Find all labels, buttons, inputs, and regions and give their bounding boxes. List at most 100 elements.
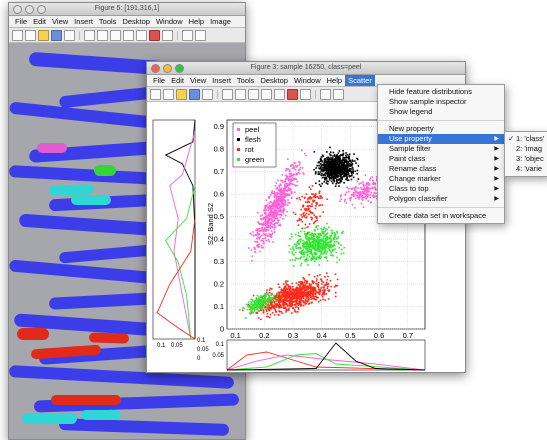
peel-point bbox=[367, 200, 370, 202]
datacursor-icon[interactable] bbox=[149, 29, 160, 41]
rot-point bbox=[319, 195, 322, 197]
menu-scatter[interactable]: Scatter bbox=[345, 75, 375, 86]
flesh-point bbox=[326, 175, 329, 178]
rotate-icon[interactable] bbox=[136, 29, 147, 41]
menu-insert[interactable]: Insert bbox=[212, 76, 231, 85]
peel-point bbox=[345, 202, 348, 204]
peel-point bbox=[270, 205, 272, 208]
rot-point bbox=[302, 300, 304, 302]
flesh-point bbox=[346, 179, 349, 182]
flesh-point bbox=[348, 170, 351, 172]
colorbar-icon[interactable] bbox=[320, 88, 331, 100]
menu-item-hide-feature-distributions[interactable]: Hide feature distributions bbox=[378, 87, 504, 97]
menu-tools[interactable]: Tools bbox=[98, 17, 117, 26]
menu-item-paint-class[interactable]: Paint class ▶ bbox=[378, 154, 504, 164]
menu-item-use-property[interactable]: Use property ▶ bbox=[378, 134, 504, 144]
figure3-titlebar[interactable]: Figure 3: sample 16250, class=peel bbox=[147, 62, 465, 75]
property-item[interactable]: 2: 'imag bbox=[505, 144, 547, 154]
zoom-light-icon[interactable] bbox=[37, 5, 46, 14]
close-light-icon[interactable] bbox=[151, 64, 160, 73]
green-point bbox=[268, 296, 270, 299]
rot-point bbox=[318, 293, 321, 295]
rot-point bbox=[317, 288, 320, 291]
minimize-light-icon[interactable] bbox=[25, 5, 34, 14]
menu-item-class-to-top[interactable]: Class to top ▶ bbox=[378, 184, 504, 194]
menu-edit[interactable]: Edit bbox=[33, 17, 47, 26]
rotate-icon[interactable] bbox=[274, 88, 285, 100]
zoom-light-icon[interactable] bbox=[175, 64, 184, 73]
figure5-titlebar[interactable]: Figure 5: [191,316,1] bbox=[9, 3, 245, 16]
menu-view[interactable]: View bbox=[52, 17, 69, 26]
flesh-point bbox=[346, 153, 349, 156]
rot-point bbox=[304, 280, 307, 282]
print-icon[interactable] bbox=[202, 88, 213, 100]
rot-point bbox=[316, 278, 318, 280]
legend-icon[interactable] bbox=[195, 29, 206, 41]
pointer-icon[interactable] bbox=[222, 88, 233, 100]
pan-icon[interactable] bbox=[261, 88, 272, 100]
rot-point bbox=[287, 291, 290, 293]
menu-window[interactable]: Window bbox=[293, 76, 321, 85]
print-icon[interactable] bbox=[64, 29, 75, 41]
brush-icon[interactable] bbox=[162, 29, 173, 41]
open-file-icon[interactable] bbox=[176, 88, 187, 100]
peel-point bbox=[263, 228, 266, 231]
flesh-point bbox=[326, 164, 329, 166]
legend-icon[interactable] bbox=[333, 88, 344, 100]
menu-edit[interactable]: Edit bbox=[171, 76, 185, 85]
menu-item-new-property[interactable]: New property bbox=[378, 124, 504, 134]
datacursor-icon[interactable] bbox=[287, 88, 298, 100]
menu-item-polygon-classifier[interactable]: Polygon classifier ▶ bbox=[378, 194, 504, 204]
menu-image[interactable]: Image bbox=[210, 17, 231, 26]
menu-help[interactable]: Help bbox=[188, 17, 205, 26]
menu-help[interactable]: Help bbox=[326, 76, 343, 85]
menu-item-show-sample-inspector[interactable]: Show sample inspector bbox=[378, 97, 504, 107]
open-file-icon[interactable] bbox=[38, 29, 49, 41]
menu-file[interactable]: File bbox=[15, 17, 28, 26]
menu-item-change-marker[interactable]: Change marker ▶ bbox=[378, 174, 504, 184]
peel-point bbox=[265, 223, 267, 226]
zoom-in-icon[interactable] bbox=[235, 88, 246, 100]
menu-desktop[interactable]: Desktop bbox=[122, 17, 150, 26]
save-icon[interactable] bbox=[51, 29, 62, 41]
rot-point bbox=[305, 302, 308, 305]
new-figure-icon[interactable] bbox=[25, 29, 36, 41]
pan-icon[interactable] bbox=[123, 29, 134, 41]
zoom-out-icon[interactable] bbox=[248, 88, 259, 100]
minimize-light-icon[interactable] bbox=[163, 64, 172, 73]
save-icon[interactable] bbox=[189, 88, 200, 100]
new-figure-icon[interactable] bbox=[163, 88, 174, 100]
rot-point bbox=[324, 276, 326, 278]
green-point bbox=[305, 248, 307, 250]
property-item[interactable]: 4: 'varie bbox=[505, 164, 547, 174]
menu-file[interactable]: File bbox=[153, 76, 166, 85]
menu-window[interactable]: Window bbox=[155, 17, 183, 26]
menu-view[interactable]: View bbox=[190, 76, 207, 85]
brush-icon[interactable] bbox=[300, 88, 311, 100]
menu-item-create-data-set-in-workspace[interactable]: Create data set in workspace bbox=[378, 211, 504, 221]
zoom-in-icon[interactable] bbox=[97, 29, 108, 41]
colorbar-icon[interactable] bbox=[182, 29, 193, 41]
arrow-tool-icon[interactable] bbox=[150, 88, 161, 100]
rot-point bbox=[294, 294, 297, 297]
menu-desktop[interactable]: Desktop bbox=[260, 76, 288, 85]
close-light-icon[interactable] bbox=[13, 5, 22, 14]
peel-point bbox=[286, 175, 288, 177]
property-item[interactable]: 3: 'objec bbox=[505, 154, 547, 164]
menu-item-show-legend[interactable]: Show legend bbox=[378, 107, 504, 117]
rot-point bbox=[256, 311, 258, 314]
pointer-icon[interactable] bbox=[84, 29, 95, 41]
rot-point bbox=[319, 204, 321, 206]
menu-tools[interactable]: Tools bbox=[236, 76, 255, 85]
peel-point bbox=[374, 186, 376, 189]
flesh-point bbox=[322, 170, 324, 173]
green-point bbox=[334, 233, 336, 235]
menu-item-sample-filter[interactable]: Sample filter ▶ bbox=[378, 144, 504, 154]
zoom-out-icon[interactable] bbox=[110, 29, 121, 41]
property-item[interactable]: ✓ 1: 'class' bbox=[505, 134, 547, 144]
arrow-tool-icon[interactable] bbox=[12, 29, 23, 41]
rot-point bbox=[268, 316, 271, 319]
menu-insert[interactable]: Insert bbox=[74, 17, 93, 26]
menu-item-rename-class[interactable]: Rename class ▶ bbox=[378, 164, 504, 174]
peel-point bbox=[265, 230, 267, 232]
